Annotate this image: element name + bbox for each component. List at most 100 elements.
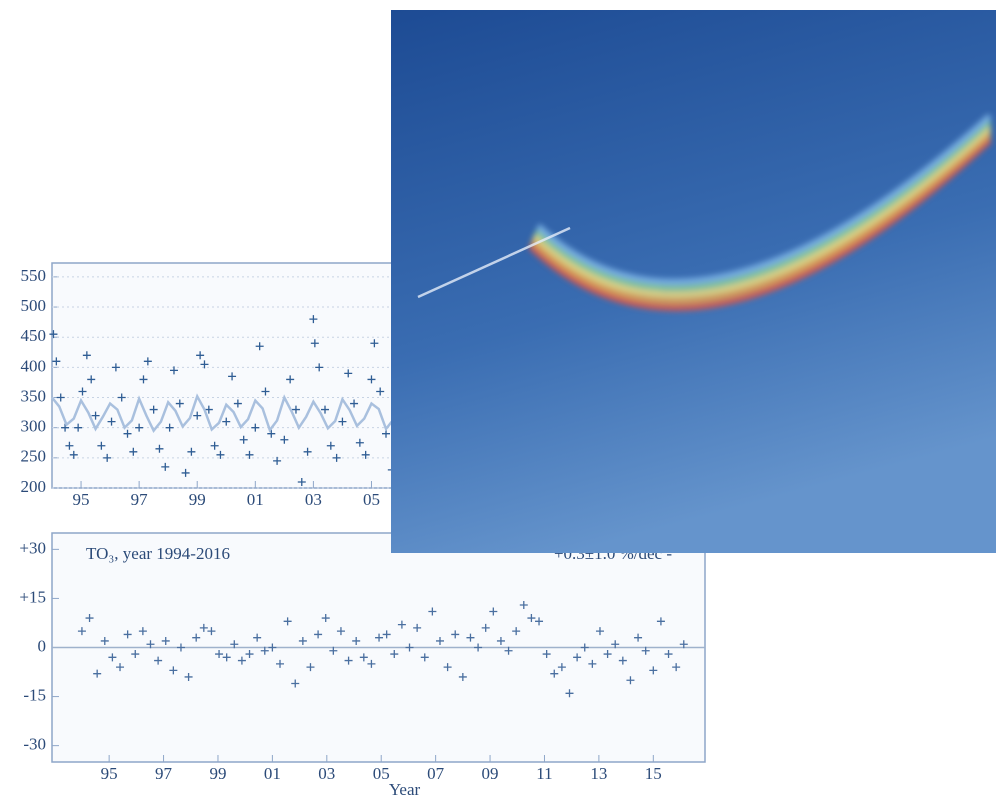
plus-marker xyxy=(143,357,152,366)
plus-marker xyxy=(228,372,237,381)
plus-marker xyxy=(245,650,254,659)
plus-marker xyxy=(303,447,312,456)
plus-marker xyxy=(291,405,300,414)
plus-marker xyxy=(74,423,83,432)
plus-marker xyxy=(129,447,138,456)
plus-marker xyxy=(82,351,91,360)
x-tick-label: 99 xyxy=(189,490,206,509)
plus-marker xyxy=(428,607,437,616)
x-tick-label: 95 xyxy=(73,490,90,509)
plus-marker xyxy=(161,636,170,645)
plus-marker xyxy=(314,630,323,639)
plus-marker xyxy=(519,600,528,609)
y-tick-label: 0 xyxy=(38,636,47,655)
plus-marker xyxy=(161,462,170,471)
plus-marker xyxy=(253,633,262,642)
y-tick-label: 550 xyxy=(21,266,47,285)
x-tick-label: 95 xyxy=(101,764,118,783)
plus-marker xyxy=(481,623,490,632)
plus-marker xyxy=(580,643,589,652)
plus-marker xyxy=(273,456,282,465)
plus-marker xyxy=(466,633,475,642)
plus-marker xyxy=(210,441,219,450)
y-tick-label: 400 xyxy=(21,356,47,375)
plus-marker xyxy=(382,630,391,639)
plus-marker xyxy=(251,423,260,432)
x-tick-label: 07 xyxy=(427,764,445,783)
plus-marker xyxy=(361,450,370,459)
plus-marker xyxy=(181,468,190,477)
plus-marker xyxy=(77,627,86,636)
plus-marker xyxy=(268,643,277,652)
plus-marker xyxy=(215,650,224,659)
plus-marker xyxy=(291,679,300,688)
plus-marker xyxy=(310,339,319,348)
plus-marker xyxy=(527,614,536,623)
plus-marker xyxy=(634,633,643,642)
plus-marker xyxy=(321,614,330,623)
plus-marker xyxy=(338,417,347,426)
plus-marker xyxy=(222,417,231,426)
plus-marker xyxy=(149,405,158,414)
plus-marker xyxy=(656,617,665,626)
plus-marker xyxy=(184,672,193,681)
plus-marker xyxy=(78,387,87,396)
x-tick-label: 13 xyxy=(590,764,607,783)
plus-marker xyxy=(435,636,444,645)
plus-marker xyxy=(135,423,144,432)
plus-marker xyxy=(375,633,384,642)
y-tick-label: -15 xyxy=(23,685,46,704)
plus-marker xyxy=(367,375,376,384)
plus-marker xyxy=(679,640,688,649)
plus-marker xyxy=(611,640,620,649)
plus-marker xyxy=(344,369,353,378)
plus-marker xyxy=(207,627,216,636)
x-tick-label: 03 xyxy=(305,490,322,509)
plus-marker xyxy=(260,646,269,655)
plus-marker xyxy=(154,656,163,665)
plus-marker xyxy=(175,399,184,408)
plus-marker xyxy=(222,653,231,662)
plus-marker xyxy=(397,620,406,629)
y-tick-label: 450 xyxy=(21,326,47,345)
plus-marker xyxy=(309,315,318,324)
plus-marker xyxy=(664,650,673,659)
plus-marker xyxy=(193,411,202,420)
x-tick-label: 99 xyxy=(209,764,226,783)
plus-marker xyxy=(56,393,65,402)
plus-marker xyxy=(165,423,174,432)
plus-marker xyxy=(280,435,289,444)
y-tick-label: 250 xyxy=(21,447,47,466)
x-tick-label: 01 xyxy=(264,764,281,783)
plus-marker xyxy=(390,650,399,659)
plus-marker xyxy=(138,627,147,636)
plus-marker xyxy=(626,676,635,685)
annotation: TO₃, year 1994-2016 xyxy=(86,544,230,563)
y-tick-label: +30 xyxy=(19,538,46,557)
plus-marker xyxy=(108,653,117,662)
plus-marker xyxy=(87,375,96,384)
plus-marker xyxy=(276,659,285,668)
plus-marker xyxy=(595,627,604,636)
plus-marker xyxy=(565,689,574,698)
plus-marker xyxy=(332,453,341,462)
x-tick-label: 97 xyxy=(131,490,149,509)
plus-marker xyxy=(245,450,254,459)
plus-marker xyxy=(107,417,116,426)
plus-marker xyxy=(239,435,248,444)
plus-marker xyxy=(255,342,264,351)
plus-marker xyxy=(672,663,681,672)
x-axis-label: Year xyxy=(389,780,421,799)
plus-marker xyxy=(85,614,94,623)
plus-marker xyxy=(199,623,208,632)
plus-marker xyxy=(382,429,390,438)
plus-marker xyxy=(306,663,315,672)
plus-marker xyxy=(65,441,74,450)
y-tick-label: 500 xyxy=(21,296,47,315)
plus-marker xyxy=(192,633,201,642)
plus-marker xyxy=(321,405,330,414)
plus-marker xyxy=(230,640,239,649)
plus-marker xyxy=(458,672,467,681)
y-tick-label: -30 xyxy=(23,735,46,754)
plus-marker xyxy=(297,477,306,486)
